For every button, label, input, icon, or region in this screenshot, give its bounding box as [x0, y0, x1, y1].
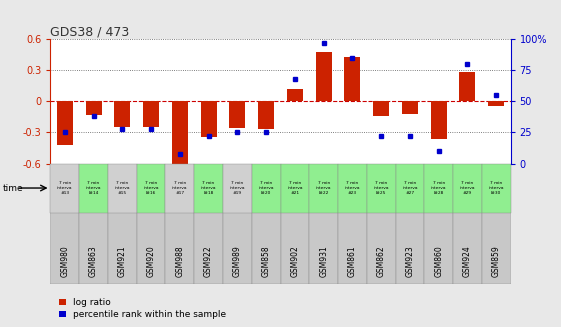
- Text: 7 min
interva
#27: 7 min interva #27: [402, 181, 417, 195]
- Legend: log ratio, percentile rank within the sample: log ratio, percentile rank within the sa…: [55, 295, 230, 322]
- Bar: [280, 164, 309, 213]
- Text: GSM861: GSM861: [348, 246, 357, 277]
- Bar: [459, 72, 475, 101]
- Bar: [424, 213, 453, 284]
- Bar: [373, 101, 389, 116]
- Text: GSM923: GSM923: [406, 246, 415, 277]
- Text: GSM924: GSM924: [463, 246, 472, 277]
- Bar: [402, 101, 418, 114]
- Bar: [165, 213, 194, 284]
- Bar: [165, 164, 194, 213]
- Bar: [367, 213, 396, 284]
- Bar: [338, 213, 367, 284]
- Bar: [223, 164, 252, 213]
- Text: 7 min
interva
l#25: 7 min interva l#25: [374, 181, 389, 195]
- Text: GSM858: GSM858: [261, 246, 270, 277]
- Bar: [108, 164, 137, 213]
- Text: GSM902: GSM902: [291, 246, 300, 277]
- Bar: [344, 57, 360, 101]
- Bar: [453, 164, 482, 213]
- Text: GDS38 / 473: GDS38 / 473: [50, 25, 130, 38]
- Bar: [280, 213, 309, 284]
- Bar: [431, 101, 447, 139]
- Text: GSM922: GSM922: [204, 246, 213, 277]
- Bar: [79, 213, 108, 284]
- Text: 7 min
interva
l#14: 7 min interva l#14: [86, 181, 102, 195]
- Text: GSM989: GSM989: [233, 246, 242, 277]
- Bar: [79, 164, 108, 213]
- Bar: [482, 213, 511, 284]
- Bar: [367, 164, 396, 213]
- Bar: [396, 213, 424, 284]
- Text: 7 min
interva
#19: 7 min interva #19: [229, 181, 245, 195]
- Text: 7 min
interva
#17: 7 min interva #17: [172, 181, 187, 195]
- Text: GSM921: GSM921: [118, 246, 127, 277]
- Text: 7 min
interva
l#20: 7 min interva l#20: [259, 181, 274, 195]
- Text: GSM931: GSM931: [319, 246, 328, 277]
- Bar: [201, 101, 217, 137]
- Text: GSM859: GSM859: [491, 246, 500, 277]
- Bar: [50, 164, 79, 213]
- Text: GSM988: GSM988: [176, 246, 185, 277]
- Bar: [252, 213, 280, 284]
- Text: 7 min
interva
l#16: 7 min interva l#16: [144, 181, 159, 195]
- Text: 7 min
interva
#21: 7 min interva #21: [287, 181, 302, 195]
- Text: 7 min
interva
l#28: 7 min interva l#28: [431, 181, 447, 195]
- Text: 7 min
interva
l#18: 7 min interva l#18: [201, 181, 217, 195]
- Text: GSM863: GSM863: [89, 246, 98, 277]
- Bar: [172, 101, 188, 165]
- Bar: [223, 213, 252, 284]
- Bar: [108, 213, 137, 284]
- Bar: [252, 164, 280, 213]
- Bar: [229, 101, 245, 128]
- Bar: [396, 164, 424, 213]
- Text: GSM860: GSM860: [434, 246, 443, 277]
- Bar: [309, 164, 338, 213]
- Text: 7 min
interva
l#30: 7 min interva l#30: [489, 181, 504, 195]
- Text: GSM920: GSM920: [146, 246, 155, 277]
- Text: GSM862: GSM862: [376, 246, 385, 277]
- Text: time: time: [3, 183, 24, 193]
- Bar: [143, 101, 159, 127]
- Text: 7 min
interva
#23: 7 min interva #23: [344, 181, 360, 195]
- Bar: [453, 213, 482, 284]
- Bar: [137, 164, 165, 213]
- Bar: [194, 164, 223, 213]
- Bar: [488, 101, 504, 106]
- Bar: [287, 89, 303, 101]
- Text: 7 min
interva
#29: 7 min interva #29: [459, 181, 475, 195]
- Bar: [316, 52, 332, 101]
- Bar: [86, 101, 102, 115]
- Text: 7 min
interva
l#22: 7 min interva l#22: [316, 181, 332, 195]
- Bar: [114, 101, 130, 127]
- Bar: [57, 101, 73, 145]
- Bar: [424, 164, 453, 213]
- Bar: [309, 213, 338, 284]
- Text: 7 min
interva
#15: 7 min interva #15: [114, 181, 130, 195]
- Bar: [338, 164, 367, 213]
- Bar: [137, 213, 165, 284]
- Bar: [482, 164, 511, 213]
- Text: 7 min
interva
#13: 7 min interva #13: [57, 181, 72, 195]
- Bar: [50, 213, 79, 284]
- Bar: [194, 213, 223, 284]
- Text: GSM980: GSM980: [61, 246, 70, 277]
- Bar: [258, 101, 274, 129]
